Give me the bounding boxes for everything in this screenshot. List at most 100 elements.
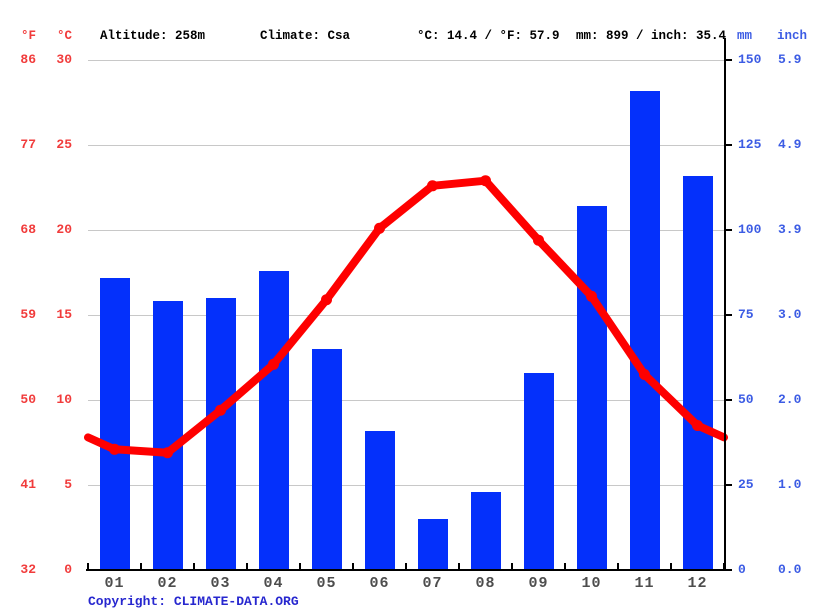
- celsius-tick-label: 5: [64, 477, 72, 492]
- temperature-polyline: [84, 176, 728, 457]
- bar-precipitation-02: [152, 301, 183, 570]
- copyright-label: Copyright:: [88, 594, 167, 609]
- fahrenheit-tick-label: 32: [20, 562, 36, 577]
- mm-tick-label: 50: [738, 392, 754, 407]
- x-axis-tick: [405, 563, 407, 571]
- fahrenheit-tick-label: 41: [20, 477, 36, 492]
- celsius-tick-label: 30: [56, 52, 72, 67]
- temperature-line: [84, 175, 728, 459]
- inch-tick-label: 2.0: [778, 392, 802, 407]
- x-tick-label: 12: [687, 575, 708, 592]
- unit-fahrenheit-label: °F: [20, 29, 36, 43]
- celsius-tick-label: 10: [56, 392, 72, 407]
- x-axis-tick: [564, 563, 566, 571]
- x-tick-label: 07: [422, 575, 443, 592]
- fahrenheit-tick-label: 86: [20, 52, 36, 67]
- x-axis-tick: [511, 563, 513, 571]
- bar-precipitation-09: [523, 372, 554, 570]
- temperature-point-11: [639, 369, 650, 380]
- fahrenheit-tick-label: 50: [20, 392, 36, 407]
- bar-precipitation-11: [629, 90, 660, 570]
- bar-precipitation-06: [364, 430, 395, 570]
- copyright: Copyright: CLIMATE-DATA.ORG: [88, 594, 299, 610]
- fahrenheit-tick-label: 59: [20, 307, 36, 322]
- right-axis-tick: [724, 569, 732, 571]
- x-axis-tick: [670, 563, 672, 571]
- right-axis-line: [724, 38, 726, 571]
- temperature-point-12: [692, 420, 703, 431]
- x-tick-label: 06: [369, 575, 390, 592]
- mm-tick-label: 0: [738, 562, 746, 577]
- x-axis-line: [86, 569, 732, 571]
- gridline: [88, 485, 724, 486]
- inch-tick-label: 5.9: [778, 52, 802, 67]
- fahrenheit-tick-label: 68: [20, 222, 36, 237]
- bar-precipitation-01: [99, 277, 130, 570]
- celsius-tick-label: 20: [56, 222, 72, 237]
- mean-temperature-label: °C: 14.4 / °F: 57.9: [417, 29, 560, 43]
- temperature-point-01: [109, 443, 120, 455]
- unit-inch-label: inch: [777, 29, 808, 43]
- x-axis-tick: [352, 563, 354, 571]
- right-axis-tick: [724, 229, 732, 231]
- x-tick-label: 01: [104, 575, 125, 592]
- copyright-link[interactable]: CLIMATE-DATA.ORG: [173, 594, 299, 609]
- mm-tick-label: 150: [738, 52, 762, 67]
- celsius-tick-label: 0: [64, 562, 72, 577]
- temperature-point-08: [480, 175, 491, 187]
- inch-tick-label: 3.9: [778, 222, 802, 237]
- mm-tick-label: 25: [738, 477, 754, 492]
- x-axis-tick: [458, 563, 460, 571]
- x-tick-label: 04: [263, 575, 284, 592]
- x-tick-label: 08: [475, 575, 496, 592]
- x-axis-tick: [87, 563, 89, 571]
- bar-precipitation-04: [258, 270, 289, 570]
- gridline: [88, 400, 724, 401]
- x-axis-tick: [299, 563, 301, 571]
- unit-celsius-label: °C: [56, 29, 72, 43]
- temperature-point-10: [586, 290, 597, 302]
- unit-mm-label: mm: [737, 29, 753, 43]
- celsius-tick-label: 25: [56, 137, 72, 152]
- x-tick-label: 03: [210, 575, 231, 592]
- mm-tick-label: 100: [738, 222, 762, 237]
- temperature-point-03: [215, 404, 226, 416]
- plot-area: [84, 60, 728, 570]
- inch-tick-label: 3.0: [778, 307, 802, 322]
- right-axis-tick: [724, 314, 732, 316]
- bar-precipitation-07: [417, 519, 448, 570]
- x-tick-label: 02: [157, 575, 178, 592]
- x-axis-tick: [617, 563, 619, 571]
- total-precipitation-label: mm: 899 / inch: 35.4: [576, 29, 727, 43]
- right-axis-tick: [724, 144, 732, 146]
- x-tick-label: 11: [634, 575, 655, 592]
- temperature-point-06: [374, 222, 385, 234]
- mm-tick-label: 125: [738, 137, 762, 152]
- gridline: [88, 315, 724, 316]
- x-axis-tick: [140, 563, 142, 571]
- fahrenheit-tick-label: 77: [20, 137, 36, 152]
- x-axis-tick: [723, 563, 725, 571]
- temperature-point-02: [162, 447, 173, 459]
- right-axis-tick: [724, 399, 732, 401]
- x-tick-label: 09: [528, 575, 549, 592]
- temperature-point-04: [268, 358, 279, 370]
- inch-tick-label: 1.0: [778, 477, 802, 492]
- bar-precipitation-12: [682, 175, 713, 570]
- celsius-tick-label: 15: [56, 307, 72, 322]
- x-axis-tick: [193, 563, 195, 571]
- x-tick-label: 10: [581, 575, 602, 592]
- right-axis-tick: [724, 59, 732, 61]
- inch-tick-label: 0.0: [778, 562, 802, 577]
- x-axis-tick: [246, 563, 248, 571]
- bar-precipitation-10: [576, 206, 607, 570]
- bar-precipitation-05: [311, 349, 342, 570]
- x-tick-label: 05: [316, 575, 337, 592]
- temperature-point-05: [321, 294, 332, 306]
- inch-tick-label: 4.9: [778, 137, 802, 152]
- gridline: [88, 60, 724, 61]
- gridline: [88, 230, 724, 231]
- mm-tick-label: 75: [738, 307, 754, 322]
- temperature-point-09: [533, 234, 544, 246]
